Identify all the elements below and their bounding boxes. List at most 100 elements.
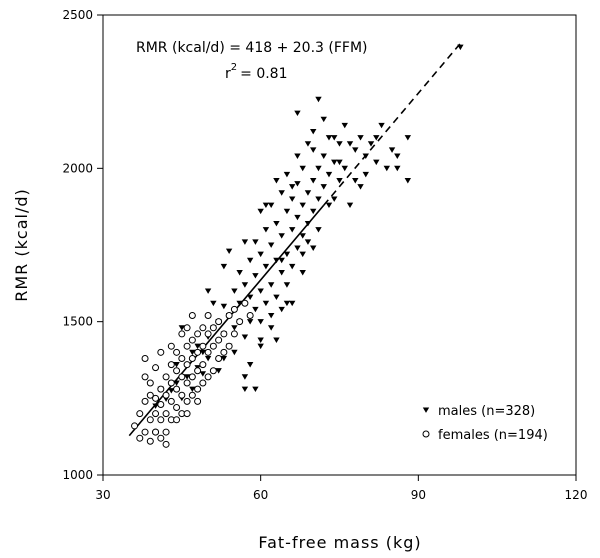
- data-point: [199, 349, 207, 356]
- data-point: [304, 220, 312, 227]
- data-point: [257, 337, 264, 343]
- data-point: [267, 242, 275, 248]
- data-point: [273, 178, 280, 184]
- r-squared-exponent: 2: [231, 62, 237, 73]
- y-axis-ticks: 1000 1500 2000 2500: [62, 8, 103, 482]
- data-point: [157, 416, 165, 424]
- data-point: [283, 251, 291, 258]
- data-point: [373, 159, 380, 166]
- data-point: [152, 403, 159, 409]
- data-point: [204, 288, 212, 294]
- data-point: [310, 178, 317, 184]
- data-point: [310, 128, 317, 135]
- data-point: [325, 135, 333, 141]
- data-point: [209, 324, 217, 332]
- data-point: [289, 263, 296, 270]
- data-point: [199, 361, 207, 369]
- data-point: [230, 305, 238, 313]
- data-point: [299, 251, 306, 258]
- data-point: [220, 303, 228, 310]
- data-point: [225, 342, 233, 350]
- data-point: [152, 428, 160, 436]
- data-point: [183, 324, 191, 332]
- x-tick-label: 120: [565, 488, 588, 502]
- data-point: [173, 367, 181, 375]
- data-point: [204, 373, 212, 381]
- data-point: [304, 141, 312, 147]
- data-point: [299, 165, 306, 172]
- data-point: [236, 270, 243, 276]
- data-point: [283, 282, 291, 288]
- data-point: [225, 312, 233, 320]
- data-point: [257, 288, 264, 294]
- data-point: [320, 153, 327, 159]
- data-point: [267, 312, 275, 319]
- data-point: [209, 342, 217, 350]
- data-point: [225, 248, 233, 255]
- data-point: [241, 239, 249, 245]
- data-point: [341, 165, 348, 172]
- data-point: [241, 334, 249, 340]
- data-point: [183, 374, 191, 380]
- regression-line-group: [128, 42, 461, 437]
- data-point: [320, 116, 327, 123]
- data-point: [278, 233, 285, 239]
- data-point: [283, 208, 291, 215]
- data-point: [136, 410, 144, 418]
- data-point: [346, 202, 354, 209]
- data-point: [294, 214, 301, 221]
- data-point: [173, 404, 181, 412]
- data-point: [199, 324, 207, 332]
- data-point: [183, 379, 191, 387]
- data-point: [299, 233, 306, 239]
- equation-annotation: RMR (kcal/d) = 418 + 20.3 (FFM): [136, 40, 368, 56]
- data-point: [167, 379, 175, 387]
- data-point: [252, 273, 259, 279]
- data-point: [162, 373, 170, 381]
- data-point: [388, 147, 396, 153]
- data-point: [273, 257, 280, 264]
- data-point: [315, 227, 322, 233]
- data-point: [220, 348, 228, 356]
- data-point: [188, 373, 196, 381]
- data-point: [188, 354, 196, 362]
- data-point: [183, 361, 191, 369]
- data-point: [157, 348, 165, 356]
- data-point: [267, 202, 275, 209]
- r-squared-value: = 0.81: [240, 66, 287, 82]
- data-point: [289, 300, 296, 307]
- data-point: [220, 330, 228, 338]
- data-point: [352, 178, 359, 184]
- data-point: [173, 362, 180, 368]
- data-point: [167, 342, 175, 350]
- r-squared-annotation: r2 = 0.81: [225, 62, 288, 82]
- data-point: [310, 245, 317, 251]
- data-point: [236, 300, 243, 307]
- data-point: [246, 257, 254, 264]
- data-point: [188, 391, 196, 399]
- data-point: [157, 385, 165, 393]
- data-point: [278, 190, 285, 196]
- data-point: [252, 306, 259, 313]
- data-point: [267, 325, 275, 331]
- data-point: [173, 348, 181, 356]
- legend-triangle-icon: [422, 407, 430, 413]
- data-point: [325, 171, 333, 178]
- data-point: [325, 202, 333, 209]
- data-point: [294, 181, 301, 187]
- data-point: [152, 410, 160, 418]
- data-point: [178, 330, 186, 338]
- data-point: [194, 397, 202, 405]
- data-point: [457, 44, 464, 51]
- y-tick-label: 2500: [62, 8, 93, 22]
- data-point: [199, 379, 207, 387]
- data-point: [146, 391, 154, 399]
- data-point: [210, 300, 217, 307]
- data-point: [267, 282, 275, 288]
- data-point: [367, 141, 375, 147]
- data-point: [404, 178, 412, 184]
- x-axis-title: Fat-free mass (kg): [258, 533, 421, 552]
- data-point: [141, 373, 149, 381]
- data-point: [162, 440, 170, 448]
